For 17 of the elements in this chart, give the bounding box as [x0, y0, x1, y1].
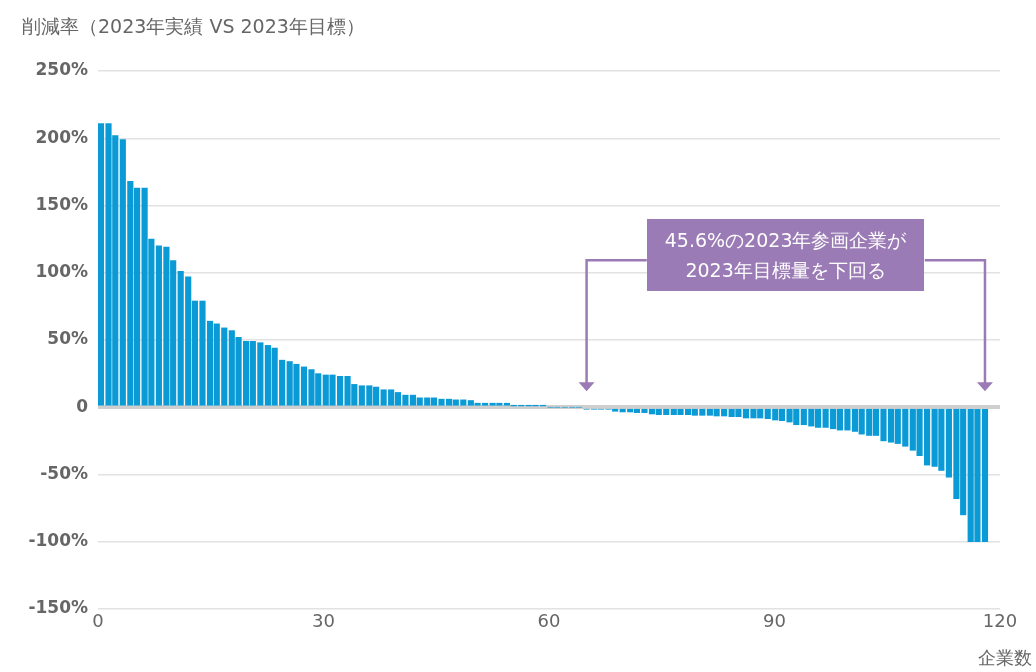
y-tick-label: 50% [47, 328, 88, 349]
x-tick-label: 0 [92, 610, 104, 632]
y-tick-label: -100% [28, 530, 88, 551]
y-tick-label: 250% [35, 59, 88, 80]
y-tick-label: 0 [76, 395, 89, 416]
x-axis-title: 企業数 [978, 646, 1032, 670]
x-tick-label: 90 [763, 610, 786, 632]
y-axis-title: 削減率（2023年実績 VS 2023年目標） [22, 14, 365, 39]
x-tick-label: 120 [982, 610, 1018, 632]
y-tick-label: 100% [35, 261, 88, 282]
x-tick-label: 30 [312, 610, 335, 632]
y-tick-label: -50% [40, 462, 88, 483]
y-tick-label: -150% [28, 597, 88, 618]
y-tick-label: 150% [35, 193, 88, 214]
y-tick-label: 200% [35, 126, 88, 147]
annotation: 45.6%の2023年参画企業が 2023年目標量を下回る [646, 219, 925, 292]
x-tick-label: 60 [537, 610, 561, 632]
